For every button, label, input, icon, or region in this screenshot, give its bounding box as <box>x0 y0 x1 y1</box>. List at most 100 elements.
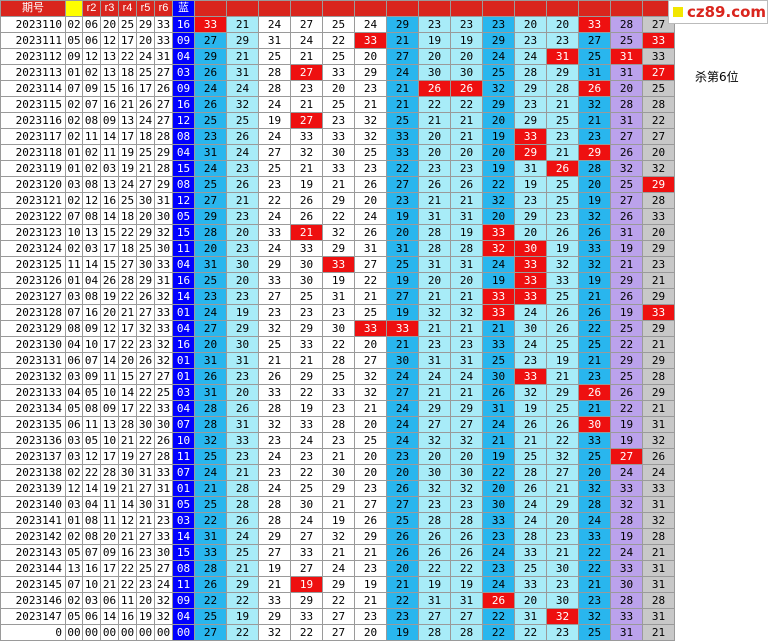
value-cell[interactable]: 21 <box>386 32 419 49</box>
value-cell[interactable]: 22 <box>482 464 515 481</box>
value-cell[interactable]: 26 <box>386 528 419 545</box>
red-ball-cell[interactable]: 20 <box>136 32 155 49</box>
value-cell[interactable]: 22 <box>290 384 323 401</box>
value-cell[interactable]: 23 <box>418 160 451 177</box>
value-cell[interactable]: 25 <box>610 176 643 193</box>
red-ball-cell[interactable]: 19 <box>100 288 119 305</box>
header-blank-cell[interactable] <box>194 0 227 17</box>
red-ball-cell[interactable]: 03 <box>65 176 83 193</box>
value-cell[interactable]: 27 <box>386 384 419 401</box>
header-blank-cell[interactable] <box>578 0 611 17</box>
value-cell[interactable]: 24 <box>482 576 515 593</box>
issue-number-cell[interactable]: 2023129 <box>0 320 66 337</box>
highlighted-value-cell[interactable]: 33 <box>642 32 675 49</box>
value-cell[interactable]: 25 <box>194 496 227 513</box>
highlighted-value-cell[interactable]: 33 <box>642 304 675 321</box>
red-ball-cell[interactable]: 07 <box>65 80 83 97</box>
red-ball-cell[interactable]: 33 <box>154 32 173 49</box>
value-cell[interactable]: 20 <box>354 464 387 481</box>
value-cell[interactable]: 21 <box>578 112 611 129</box>
red-ball-cell[interactable]: 02 <box>65 112 83 129</box>
value-cell[interactable]: 25 <box>226 544 259 561</box>
red-ball-cell[interactable]: 02 <box>65 16 83 33</box>
red-ball-cell[interactable]: 08 <box>82 512 101 529</box>
red-ball-cell[interactable]: 30 <box>136 256 155 273</box>
value-cell[interactable]: 26 <box>610 144 643 161</box>
value-cell[interactable]: 21 <box>450 192 483 209</box>
value-cell[interactable]: 27 <box>354 256 387 273</box>
red-ball-cell[interactable]: 27 <box>154 368 173 385</box>
value-cell[interactable]: 27 <box>578 32 611 49</box>
value-cell[interactable]: 23 <box>546 32 579 49</box>
value-cell[interactable]: 27 <box>258 288 291 305</box>
blue-ball-cell[interactable]: 01 <box>172 304 195 321</box>
red-ball-cell[interactable]: 14 <box>100 128 119 145</box>
red-ball-cell[interactable]: 09 <box>65 48 83 65</box>
value-cell[interactable]: 22 <box>290 624 323 641</box>
blue-ball-cell[interactable]: 08 <box>172 128 195 145</box>
value-cell[interactable]: 23 <box>482 560 515 577</box>
value-cell[interactable]: 25 <box>546 400 579 417</box>
value-cell[interactable]: 29 <box>546 496 579 513</box>
value-cell[interactable]: 26 <box>450 544 483 561</box>
blue-ball-cell[interactable]: 04 <box>172 400 195 417</box>
header-blank-cell[interactable] <box>418 0 451 17</box>
red-ball-cell[interactable]: 31 <box>154 192 173 209</box>
red-ball-cell[interactable]: 08 <box>82 176 101 193</box>
blue-ball-cell[interactable]: 14 <box>172 528 195 545</box>
red-ball-cell[interactable]: 33 <box>154 256 173 273</box>
red-ball-cell[interactable]: 27 <box>154 96 173 113</box>
header-blank-cell[interactable] <box>322 0 355 17</box>
issue-number-cell[interactable]: 2023113 <box>0 64 66 81</box>
issue-number-cell[interactable]: 2023133 <box>0 384 66 401</box>
red-ball-cell[interactable]: 13 <box>82 224 101 241</box>
blue-ball-cell[interactable]: 03 <box>172 64 195 81</box>
value-cell[interactable]: 33 <box>578 240 611 257</box>
value-cell[interactable]: 28 <box>514 464 547 481</box>
value-cell[interactable]: 23 <box>546 624 579 641</box>
value-cell[interactable]: 23 <box>546 528 579 545</box>
red-ball-cell[interactable]: 30 <box>136 416 155 433</box>
issue-number-cell[interactable]: 2023118 <box>0 144 66 161</box>
value-cell[interactable]: 31 <box>514 608 547 625</box>
value-cell[interactable]: 28 <box>610 96 643 113</box>
value-cell[interactable]: 25 <box>546 336 579 353</box>
red-ball-cell[interactable]: 29 <box>154 176 173 193</box>
value-cell[interactable]: 23 <box>642 256 675 273</box>
value-cell[interactable]: 33 <box>642 48 675 65</box>
value-cell[interactable]: 32 <box>578 608 611 625</box>
value-cell[interactable]: 21 <box>418 192 451 209</box>
red-ball-cell[interactable]: 33 <box>154 528 173 545</box>
value-cell[interactable]: 33 <box>386 128 419 145</box>
red-ball-cell[interactable]: 29 <box>136 272 155 289</box>
value-cell[interactable]: 19 <box>610 528 643 545</box>
red-ball-cell[interactable]: 11 <box>65 256 83 273</box>
value-cell[interactable]: 28 <box>258 512 291 529</box>
blue-ball-cell[interactable]: 14 <box>172 288 195 305</box>
value-cell[interactable]: 21 <box>354 96 387 113</box>
value-cell[interactable]: 26 <box>290 192 323 209</box>
value-cell[interactable]: 30 <box>610 576 643 593</box>
value-cell[interactable]: 24 <box>194 80 227 97</box>
value-cell[interactable]: 24 <box>290 512 323 529</box>
value-cell[interactable]: 30 <box>290 496 323 513</box>
value-cell[interactable]: 28 <box>610 592 643 609</box>
red-ball-cell[interactable]: 31 <box>154 272 173 289</box>
highlighted-value-cell[interactable]: 27 <box>290 64 323 81</box>
value-cell[interactable]: 23 <box>258 176 291 193</box>
value-cell[interactable]: 21 <box>450 112 483 129</box>
value-cell[interactable]: 20 <box>546 512 579 529</box>
red-ball-cell[interactable]: 32 <box>154 336 173 353</box>
red-ball-cell[interactable]: 07 <box>82 352 101 369</box>
value-cell[interactable]: 21 <box>450 320 483 337</box>
highlighted-value-cell[interactable]: 26 <box>578 80 611 97</box>
value-cell[interactable]: 32 <box>482 80 515 97</box>
value-cell[interactable]: 20 <box>450 448 483 465</box>
highlighted-value-cell[interactable]: 27 <box>610 448 643 465</box>
issue-number-cell[interactable]: 2023143 <box>0 544 66 561</box>
red-ball-cell[interactable]: 07 <box>65 208 83 225</box>
blue-ball-cell[interactable]: 11 <box>172 448 195 465</box>
highlighted-value-cell[interactable]: 27 <box>290 112 323 129</box>
red-ball-cell[interactable]: 27 <box>154 560 173 577</box>
issue-number-cell[interactable]: 2023146 <box>0 592 66 609</box>
